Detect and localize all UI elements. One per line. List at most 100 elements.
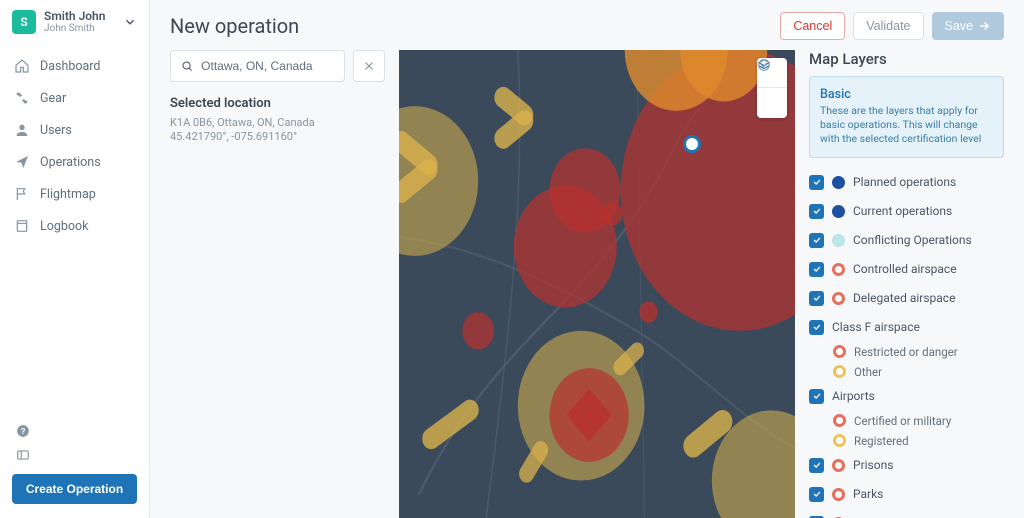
search-row: [170, 50, 385, 82]
selected-address: K1A 0B6, Ottawa, ON, Canada: [170, 115, 385, 130]
cancel-button[interactable]: Cancel: [780, 12, 845, 40]
tools-icon: [14, 90, 30, 106]
user-name: Smith John: [44, 10, 115, 23]
selected-coords: 45.421790°, -075.691160°: [170, 130, 385, 143]
sidebar-item-label: Logbook: [40, 219, 89, 234]
app-root: S Smith John John Smith Dashboard Gear Use…: [0, 0, 1024, 518]
flag-icon: [14, 186, 30, 202]
layer-row-prisons[interactable]: Prisons: [809, 451, 1004, 480]
layer-row-delegated[interactable]: Delegated airspace: [809, 284, 1004, 313]
layer-sub-label: Other: [854, 365, 882, 379]
layers-info-box: Basic These are the layers that apply fo…: [809, 76, 1004, 158]
layer-subitem: Restricted or danger: [833, 342, 1004, 362]
layer-label: Planned operations: [853, 175, 956, 189]
sidebar-item-flightmap[interactable]: Flightmap: [0, 178, 149, 210]
layer-label: Airports: [832, 389, 875, 403]
validate-button[interactable]: Validate: [853, 12, 923, 40]
layer-row-controlled[interactable]: Controlled airspace: [809, 255, 1004, 284]
location-panel: Selected location K1A 0B6, Ottawa, ON, C…: [170, 50, 385, 518]
layer-checkbox[interactable]: [809, 487, 824, 502]
search-box[interactable]: [170, 50, 345, 82]
sidebar-item-label: Gear: [40, 91, 66, 106]
sidebar-item-label: Flightmap: [40, 187, 96, 202]
layer-row-notams[interactable]: Additional NOTAMs: [809, 509, 1004, 518]
avatar: S: [12, 10, 36, 34]
svg-text:?: ?: [21, 427, 26, 436]
layers-panel: Map Layers Basic These are the layers th…: [809, 50, 1004, 518]
layer-checkbox[interactable]: [809, 389, 824, 404]
layer-label: Prisons: [853, 458, 893, 472]
layer-row-conflicting[interactable]: Conflicting Operations: [809, 226, 1004, 255]
sidebar-nav: Dashboard Gear Users Operations Flightmap Log…: [0, 44, 149, 420]
user-icon: [14, 122, 30, 138]
layer-swatch: [832, 292, 845, 305]
book-icon: [14, 218, 30, 234]
topbar: New operation Cancel Validate Save: [150, 0, 1024, 50]
chevron-down-icon: [123, 15, 137, 29]
map-marker[interactable]: [683, 135, 701, 153]
sidebar-item-label: Operations: [40, 155, 101, 170]
layer-subitems: Restricted or danger Other: [809, 342, 1004, 382]
layer-swatch: [833, 414, 846, 427]
search-input[interactable]: [201, 59, 334, 73]
save-button[interactable]: Save: [932, 12, 1005, 40]
sidebar-item-label: Users: [40, 123, 72, 138]
layer-checkbox[interactable]: [809, 291, 824, 306]
map-controls: [757, 58, 787, 118]
sidebar-item-operations[interactable]: Operations: [0, 146, 149, 178]
layer-checkbox[interactable]: [809, 233, 824, 248]
layer-sub-label: Certified or military: [854, 414, 951, 428]
layer-checkbox[interactable]: [809, 175, 824, 190]
layer-row-current[interactable]: Current operations: [809, 197, 1004, 226]
layer-swatch: [832, 459, 845, 472]
layer-sub-label: Restricted or danger: [854, 345, 958, 359]
check-circle-icon: [757, 58, 771, 72]
create-operation-button[interactable]: Create Operation: [12, 474, 137, 504]
sidebar-item-gear[interactable]: Gear: [0, 82, 149, 114]
layer-swatch: [832, 176, 845, 189]
search-icon: [181, 59, 193, 73]
layers-list: Planned operations Current operations Conf…: [809, 168, 1004, 518]
layer-checkbox[interactable]: [809, 458, 824, 473]
layer-checkbox[interactable]: [809, 320, 824, 335]
layer-row-parks[interactable]: Parks: [809, 480, 1004, 509]
layer-swatch: [833, 365, 846, 378]
layer-swatch: [833, 434, 846, 447]
sidebar-item-dashboard[interactable]: Dashboard: [0, 50, 149, 82]
layer-swatch: [832, 234, 845, 247]
save-button-label: Save: [945, 19, 974, 33]
layer-row-planned[interactable]: Planned operations: [809, 168, 1004, 197]
clear-search-button[interactable]: [353, 50, 385, 82]
map[interactable]: [399, 50, 795, 518]
map-canvas: [399, 50, 795, 518]
user-text: Smith John John Smith: [44, 10, 115, 34]
layer-label: Class F airspace: [832, 320, 920, 334]
sidebar-item-label: Dashboard: [40, 59, 100, 74]
map-check-button[interactable]: [757, 88, 787, 118]
sidebar: S Smith John John Smith Dashboard Gear Use…: [0, 0, 150, 518]
layers-info-body: These are the layers that apply for basi…: [820, 104, 993, 147]
layer-label: Current operations: [853, 204, 952, 218]
layers-panel-title: Map Layers: [809, 50, 1004, 68]
layer-swatch: [833, 345, 846, 358]
layer-checkbox[interactable]: [809, 262, 824, 277]
layer-swatch: [832, 488, 845, 501]
layer-row-airports[interactable]: Airports: [809, 382, 1004, 411]
sidebar-item-logbook[interactable]: Logbook: [0, 210, 149, 242]
layer-sub-label: Registered: [854, 434, 909, 448]
sidebar-footer: ? Create Operation: [0, 420, 149, 518]
layer-row-classf[interactable]: Class F airspace: [809, 313, 1004, 342]
user-menu[interactable]: S Smith John John Smith: [0, 0, 149, 44]
layer-subitem: Other: [833, 362, 1004, 382]
arrow-right-icon: [977, 19, 991, 33]
layer-label: Conflicting Operations: [853, 233, 972, 247]
page-title: New operation: [170, 14, 299, 38]
help-icon[interactable]: ?: [16, 424, 30, 438]
collapse-icon[interactable]: [16, 448, 30, 462]
layer-label: Controlled airspace: [853, 262, 957, 276]
layer-label: Parks: [853, 487, 883, 501]
layer-checkbox[interactable]: [809, 204, 824, 219]
layer-subitem: Registered: [833, 431, 1004, 451]
sidebar-item-users[interactable]: Users: [0, 114, 149, 146]
main: New operation Cancel Validate Save: [150, 0, 1024, 518]
